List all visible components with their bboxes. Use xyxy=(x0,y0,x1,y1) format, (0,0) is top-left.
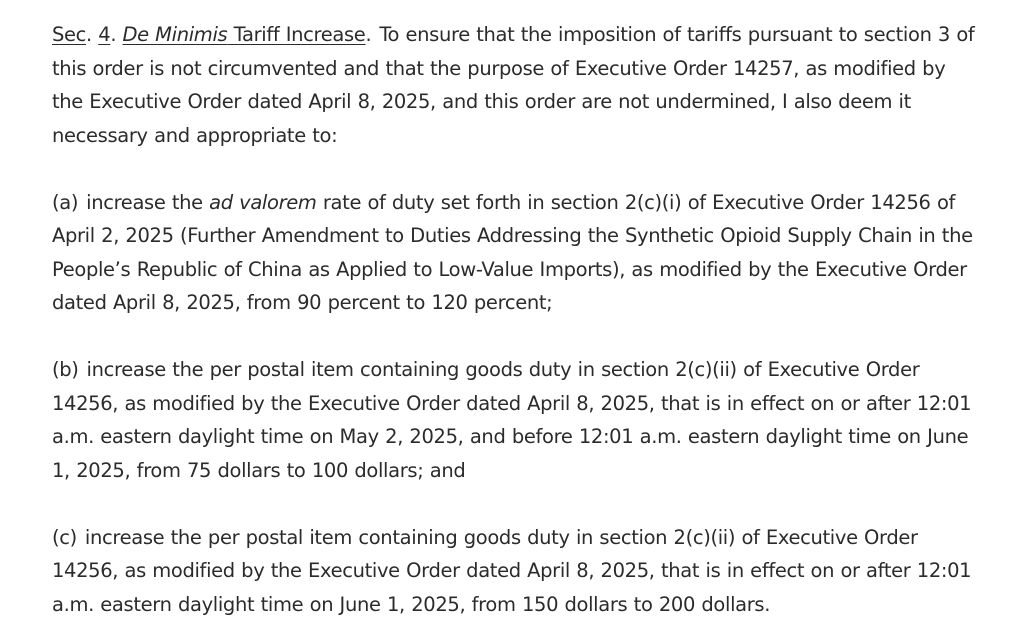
item-a-text-before: increase the xyxy=(86,190,210,214)
item-c-text: increase the per postal item containing … xyxy=(52,525,972,616)
item-b-text: increase the per postal item containing … xyxy=(52,358,972,482)
section-label: Sec xyxy=(52,23,87,46)
section-paragraph: Sec. 4. De Minimis Tariff Increase. To en… xyxy=(52,23,975,147)
item-a-italic-term: ad valorem xyxy=(209,190,317,214)
section-heading-italic: De Minimis xyxy=(122,23,228,46)
list-item-b: (b) increase the per postal item containi… xyxy=(52,353,982,487)
list-item-a: (a) increase the ad valorem rate of duty … xyxy=(52,186,982,320)
section-intro-text: To ensure that the imposition of tariffs… xyxy=(52,23,975,147)
item-a-text-after: rate of duty set forth in section 2(c)(i… xyxy=(52,190,973,315)
document-body: Sec. 4. De Minimis Tariff Increase. To en… xyxy=(52,18,982,621)
item-c-label: (c) xyxy=(52,525,77,549)
section-heading: De Minimis Tariff Increase xyxy=(123,23,366,46)
item-b-label: (b) xyxy=(52,358,79,381)
item-a-label: (a) xyxy=(52,190,79,214)
section-number: 4 xyxy=(98,23,111,46)
section-heading-rest: Tariff Increase xyxy=(227,23,366,46)
list-item-c: (c) increase the per postal item containi… xyxy=(52,521,982,622)
